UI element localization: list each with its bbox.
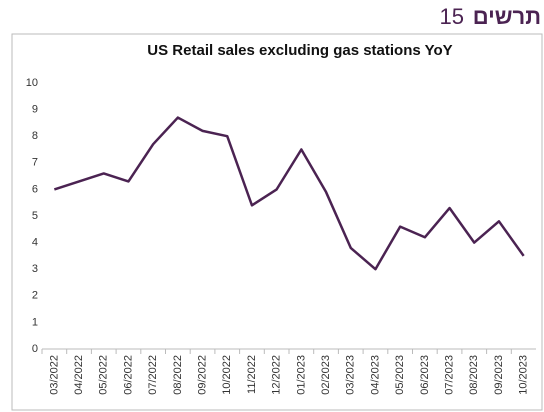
x-tick-label: 04/2022 [73,355,85,395]
x-tick-label: 08/2022 [172,355,184,395]
x-tick-label: 07/2023 [443,355,455,395]
x-tick-label: 10/2023 [518,355,530,395]
y-tick-label: 3 [32,263,38,275]
y-tick-label: 9 [32,104,38,116]
x-tick-label: 09/2023 [493,355,505,395]
chart-frame [11,33,543,411]
y-tick-label: 5 [32,210,38,222]
x-tick-label: 06/2023 [419,355,431,395]
x-tick-label: 03/2022 [48,355,60,395]
x-tick-label: 01/2023 [295,355,307,395]
x-tick-label: 12/2022 [271,355,283,395]
y-tick-label: 1 [32,316,38,328]
y-tick-label: 7 [32,157,38,169]
header-word: תרשים [473,4,541,29]
x-tick-label: 11/2022 [246,355,258,394]
data-line [53,116,525,271]
x-tick-label: 07/2022 [147,355,159,395]
x-tick-label: 06/2022 [122,355,134,395]
x-tick-label: 02/2023 [320,355,332,395]
y-tick-label: 6 [32,183,38,195]
y-tick-label: 8 [32,130,38,142]
x-tick-label: 05/2022 [98,355,110,395]
y-tick-label: 4 [32,237,38,249]
chart-title: US Retail sales excluding gas stations Y… [147,42,452,59]
x-tick-label: 04/2023 [369,355,381,395]
x-tick-label: 10/2022 [221,355,233,395]
y-tick-label: 0 [32,343,38,355]
x-tick-label: 03/2023 [345,355,357,395]
x-tick-label: 05/2023 [394,355,406,395]
y-tick-label: 2 [32,290,38,302]
y-tick-label: 10 [26,77,38,89]
x-tick-label: 09/2022 [196,355,208,395]
header-number: 15 [440,4,464,29]
x-tick-label: 08/2023 [468,355,480,395]
